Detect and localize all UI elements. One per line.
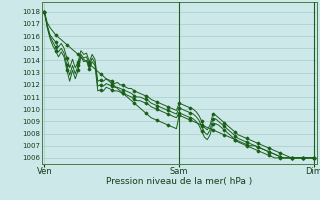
X-axis label: Pression niveau de la mer( hPa ): Pression niveau de la mer( hPa ) <box>106 177 252 186</box>
